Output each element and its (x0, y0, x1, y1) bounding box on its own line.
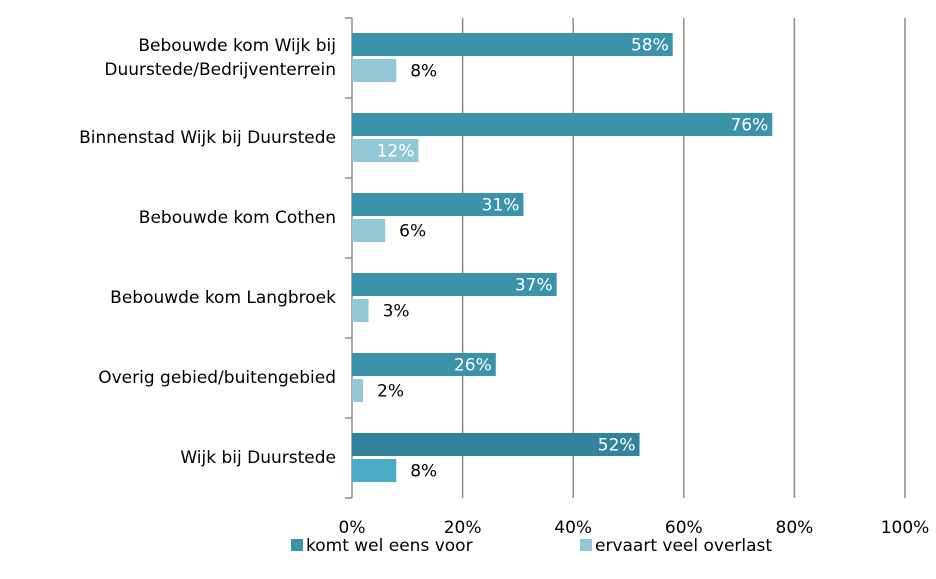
data-label: 31% (482, 196, 520, 216)
y-tick-label: Bebouwde kom Wijk bij Duurstede/Bedrijve… (104, 36, 336, 80)
data-label: 8% (410, 462, 437, 482)
bar (352, 273, 557, 296)
data-label: 37% (515, 276, 553, 296)
legend-swatch (291, 539, 303, 551)
bar (352, 299, 369, 322)
bar (352, 139, 419, 162)
bar (352, 59, 397, 82)
y-tick-label: Binnenstad Wijk bij Duurstede (79, 128, 336, 148)
y-tick-label: Wijk bij Duurstede (180, 448, 336, 468)
x-tick-label: 40% (554, 518, 592, 538)
data-label: 6% (399, 222, 426, 242)
bar (352, 379, 364, 402)
x-tick-label: 80% (776, 518, 814, 538)
y-tick-label: Bebouwde kom Cothen (138, 208, 336, 228)
bar (352, 459, 397, 482)
x-tick-label: 60% (665, 518, 703, 538)
bar (352, 33, 673, 56)
data-label: 52% (598, 436, 636, 456)
bar (352, 353, 496, 376)
legend-label: komt wel eens voor (306, 536, 473, 556)
legend-swatch (580, 539, 592, 551)
data-label: 76% (730, 116, 768, 136)
bar (352, 113, 773, 136)
data-label: 2% (377, 382, 404, 402)
bar (352, 433, 640, 456)
data-label: 3% (383, 302, 410, 322)
data-label: 26% (454, 356, 492, 376)
data-label: 58% (631, 36, 669, 56)
legend-label: ervaart veel overlast (595, 536, 772, 556)
y-tick-label: Overig gebied/buitengebied (98, 368, 336, 388)
data-label: 8% (410, 62, 437, 82)
bar (352, 219, 386, 242)
x-tick-label: 0% (339, 518, 366, 538)
x-tick-label: 20% (444, 518, 482, 538)
bar (352, 193, 524, 216)
x-tick-label: 100% (881, 518, 930, 538)
y-tick-label: Bebouwde kom Langbroek (110, 288, 336, 308)
data-label: 12% (377, 142, 415, 162)
